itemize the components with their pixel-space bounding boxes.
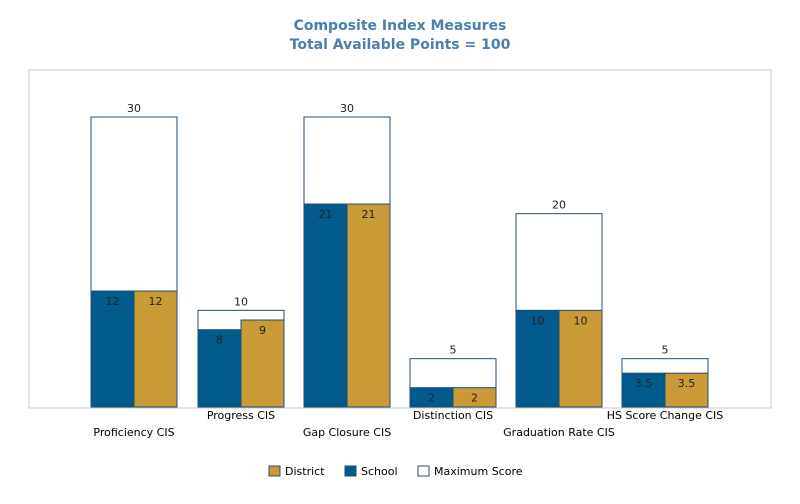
legend: District School Maximum Score <box>268 465 523 478</box>
bar-school-graduation-rate-cis <box>515 309 560 408</box>
label-maximum-hs-score-change-cis: 5 <box>662 344 669 357</box>
bar-district-proficiency-cis <box>133 290 178 408</box>
label-district-progress-cis: 9 <box>259 324 266 337</box>
label-district-gap-closure-cis: 21 <box>362 208 376 221</box>
label-school-hs-score-change-cis: 3.5 <box>635 377 653 390</box>
label-district-proficiency-cis: 12 <box>149 295 163 308</box>
category-label-hs-score-change-cis: HS Score Change CIS <box>607 409 724 422</box>
category-label-gap-closure-cis: Gap Closure CIS <box>303 426 391 439</box>
bars-layer: 30 12 12 Proficiency CIS 10 8 9 Progress CIS 30 2… <box>90 102 724 439</box>
chart-title: Composite Index Measures <box>294 18 507 34</box>
bar-school-hs-score-change-cis <box>621 372 666 408</box>
label-school-graduation-rate-cis: 10 <box>531 314 545 327</box>
label-school-distinction-cis: 2 <box>428 392 435 405</box>
bar-district-distinction-cis <box>452 387 497 408</box>
category-label-progress-cis: Progress CIS <box>207 409 275 422</box>
label-district-hs-score-change-cis: 3.5 <box>678 377 696 390</box>
category-label-graduation-rate-cis: Graduation Rate CIS <box>503 426 615 439</box>
legend-label-maximum-score: Maximum Score <box>434 465 523 478</box>
legend-swatch-district <box>268 465 281 477</box>
category-label-distinction-cis: Distinction CIS <box>413 409 493 422</box>
label-district-distinction-cis: 2 <box>471 392 478 405</box>
label-school-proficiency-cis: 12 <box>106 295 120 308</box>
legend-label-district: District <box>285 465 325 478</box>
legend-swatch-school <box>344 465 357 477</box>
plot-frame <box>28 69 772 409</box>
label-district-graduation-rate-cis: 10 <box>574 314 588 327</box>
category-label-proficiency-cis: Proficiency CIS <box>93 426 174 439</box>
label-maximum-graduation-rate-cis: 20 <box>552 199 566 212</box>
label-maximum-gap-closure-cis: 30 <box>340 102 354 115</box>
bar-school-gap-closure-cis <box>303 203 348 408</box>
label-maximum-progress-cis: 10 <box>234 295 248 308</box>
label-school-gap-closure-cis: 21 <box>319 208 333 221</box>
legend-swatch-maximum-score <box>417 465 430 477</box>
bar-district-hs-score-change-cis <box>664 372 709 408</box>
chart-subtitle: Total Available Points = 100 <box>290 37 511 53</box>
legend-label-school: School <box>361 465 398 478</box>
bar-district-progress-cis <box>240 319 285 408</box>
label-maximum-distinction-cis: 5 <box>450 344 457 357</box>
label-school-progress-cis: 8 <box>216 334 223 347</box>
bar-district-gap-closure-cis <box>346 203 391 408</box>
bar-school-proficiency-cis <box>90 290 135 408</box>
label-maximum-proficiency-cis: 30 <box>127 102 141 115</box>
bar-district-graduation-rate-cis <box>558 309 603 408</box>
